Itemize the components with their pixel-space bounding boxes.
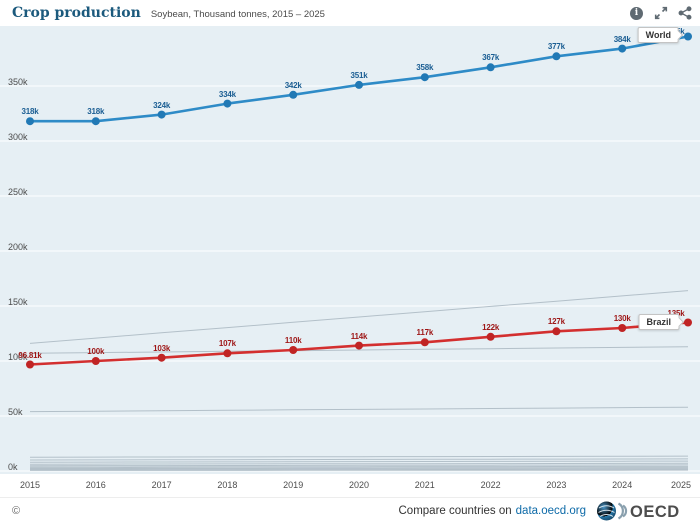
dot-world-2023[interactable] <box>552 52 561 61</box>
oecd-logo-text: OECD <box>630 503 680 521</box>
dot-brazil-2018[interactable] <box>223 349 232 358</box>
background-series-line[interactable] <box>29 406 689 413</box>
plot-area: 0k 50k 100k 150k 200k 250k 300k 350k 318k 318k 324… <box>0 26 700 474</box>
chart-subtitle: Soybean, Thousand tonnes, 2015 – 2025 <box>150 8 325 20</box>
dot-brazil-2016[interactable] <box>91 357 100 365</box>
x-axis-label-2015: 2015 <box>19 480 41 490</box>
background-series-line[interactable] <box>29 458 689 461</box>
header-toolbar: i <box>629 6 692 21</box>
x-axis-label-2024: 2024 <box>612 480 633 490</box>
dot-brazil-2022[interactable] <box>486 332 495 341</box>
x-axis-label-2020: 2020 <box>348 480 370 490</box>
line-world[interactable] <box>28 35 690 123</box>
dot-world-2015[interactable] <box>26 117 34 126</box>
x-axis-label-2016: 2016 <box>85 480 106 490</box>
dot-brazil-2023[interactable] <box>552 327 561 336</box>
data-oecd-org-link[interactable]: data.oecd.org <box>515 504 586 517</box>
x-axis-label-2025: 2025 <box>670 480 692 490</box>
x-axis-label-2021: 2021 <box>414 480 435 490</box>
dot-brazil-2024[interactable] <box>618 324 627 332</box>
x-axis-label-2023: 2023 <box>546 480 567 490</box>
x-axis-label-2018: 2018 <box>217 480 238 490</box>
series-label-brazil[interactable]: Brazil <box>638 313 684 330</box>
background-series-line[interactable] <box>30 465 688 468</box>
dot-brazil-2020[interactable] <box>355 341 363 350</box>
dot-brazil-2015[interactable] <box>26 360 34 369</box>
footer: © Compare countries on data.oecd.org <box>0 497 700 523</box>
dot-world-2024[interactable] <box>618 44 627 53</box>
dot-world-2018[interactable] <box>223 99 232 108</box>
oecd-logo: OECD <box>596 500 692 522</box>
dot-brazil-2025[interactable] <box>684 318 692 327</box>
fullscreen-icon[interactable] <box>653 6 668 21</box>
dot-world-2022[interactable] <box>486 63 495 72</box>
dot-brazil-2017[interactable] <box>157 353 166 362</box>
dot-brazil-2019[interactable] <box>289 346 298 354</box>
page-title: Crop production <box>12 5 141 21</box>
background-series-line[interactable] <box>30 467 688 469</box>
x-axis-label-2017: 2017 <box>151 480 172 490</box>
copyright-symbol: © <box>12 504 21 517</box>
compare-countries-text: Compare countries on data.oecd.org <box>398 504 587 517</box>
chart-canvas <box>0 32 700 472</box>
background-series-line[interactable] <box>29 455 689 458</box>
background-series-line[interactable] <box>29 464 689 467</box>
dot-brazil-2021[interactable] <box>420 338 429 347</box>
chart-header: Crop production Soybean, Thousand tonnes… <box>0 0 700 26</box>
x-axis: 2015 2016 2017 2018 2019 2020 2021 2022 2023 2024… <box>0 474 700 497</box>
x-axis-label-2022: 2022 <box>480 480 501 490</box>
dot-world-2025[interactable] <box>684 32 692 41</box>
background-series-line[interactable] <box>29 290 689 344</box>
x-axis-label-2019: 2019 <box>283 480 304 490</box>
series-label-world[interactable]: World <box>637 27 684 44</box>
background-series-line[interactable] <box>29 460 689 463</box>
share-icon[interactable] <box>677 6 692 21</box>
background-series-line[interactable] <box>29 346 689 354</box>
dot-world-2021[interactable] <box>420 73 429 82</box>
background-series-line[interactable] <box>29 462 689 465</box>
dot-world-2017[interactable] <box>157 110 166 119</box>
info-icon[interactable]: i <box>629 6 644 21</box>
dot-world-2020[interactable] <box>355 80 363 89</box>
globe-icon <box>597 501 616 520</box>
dot-world-2016[interactable] <box>91 117 100 126</box>
dot-world-2019[interactable] <box>289 90 298 99</box>
